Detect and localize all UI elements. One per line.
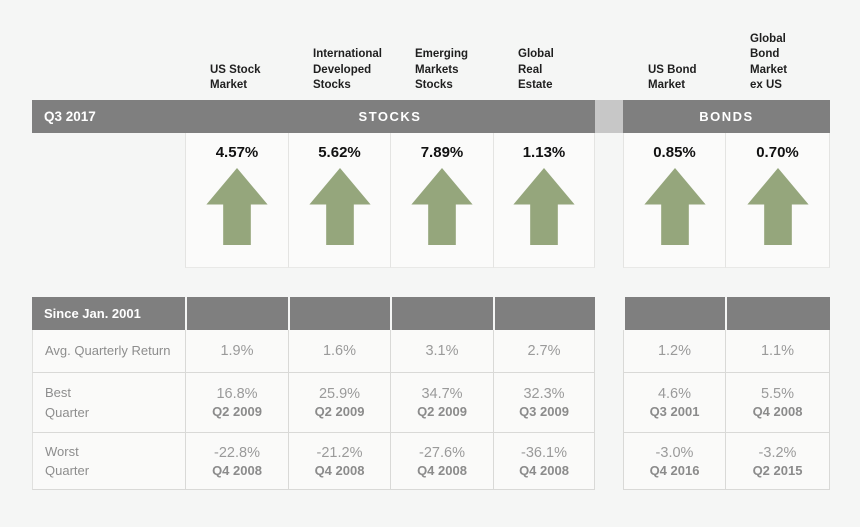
column-headers: US Stock Market International Developed … (32, 0, 830, 100)
cell-value: -21.2% (316, 444, 363, 461)
cell-value: 32.3% (523, 386, 565, 402)
table-row-best-quarter: Best Quarter 16.8% Q2 2009 25.9% Q2 2009… (32, 372, 830, 432)
cell-value: -3.2% (758, 444, 797, 461)
history-band-segment (725, 297, 830, 330)
band-divider (595, 100, 623, 133)
cell-quarter: Q2 2009 (314, 404, 365, 419)
table-cell: 1.9% (185, 330, 288, 372)
table-row-worst-quarter: Worst Quarter -22.8% Q4 2008 -21.2% Q4 2… (32, 432, 830, 490)
cell-quarter: Q4 2008 (417, 462, 467, 478)
table-cell: -22.8% Q4 2008 (185, 432, 288, 490)
cell-value: 5.5% (760, 386, 795, 402)
period-group-band: Q3 2017 STOCKS BONDS (32, 100, 830, 133)
stocks-group-label: STOCKS (358, 109, 422, 124)
table-cell: 16.8% Q2 2009 (185, 372, 288, 432)
cell-value: 1.6% (322, 343, 357, 359)
table-cell: 3.1% (390, 330, 493, 372)
up-arrow-icon (643, 168, 706, 245)
table-cell: 5.5% Q4 2008 (725, 372, 830, 432)
history-band: Since Jan. 2001 (32, 297, 830, 330)
quarterly-returns-row: 4.57% 5.62% 7.89% 1.13% 0.85% 0.70% (32, 133, 830, 268)
return-value: 0.85% (653, 144, 696, 161)
column-header-global-bond-market-ex-us: Global Bond Market ex US (750, 33, 788, 91)
history-band-segment (623, 297, 725, 330)
cell-value: -22.8% (214, 444, 260, 461)
cell-value: 25.9% (318, 386, 361, 402)
return-value: 7.89% (420, 144, 464, 161)
cell-value: 1.2% (657, 343, 692, 359)
table-cell: 34.7% Q2 2009 (390, 372, 493, 432)
return-cell-global-bond-market-ex-us: 0.70% (725, 133, 830, 268)
cell-quarter: Q3 2009 (519, 404, 569, 419)
stocks-band: Q3 2017 STOCKS (32, 100, 595, 133)
table-row-avg-quarterly-return: Avg. Quarterly Return 1.9% 1.6% 3.1% 2.7… (32, 330, 830, 372)
history-band-label: Since Jan. 2001 (32, 297, 185, 330)
table-cell: 1.1% (725, 330, 830, 372)
cell-quarter: Q4 2008 (314, 462, 365, 478)
table-cell: 1.6% (288, 330, 390, 372)
summary-board: US Stock Market International Developed … (32, 0, 830, 490)
return-cell-us-stock-market: 4.57% (185, 133, 288, 268)
column-header-global-real-estate: Global Real Estate (518, 48, 554, 91)
table-cell: 1.2% (623, 330, 725, 372)
cell-quarter: Q2 2009 (417, 404, 467, 419)
cell-quarter: Q2 2009 (212, 404, 262, 419)
table-cell: -27.6% Q4 2008 (390, 432, 493, 490)
column-header-international-developed-stocks: International Developed Stocks (313, 48, 383, 91)
up-arrow-icon (513, 168, 575, 245)
column-header-us-bond-market: US Bond Market (648, 63, 697, 91)
cell-quarter: Q4 2008 (212, 462, 262, 478)
cell-value: 2.7% (527, 343, 561, 359)
return-cell-global-real-estate: 1.13% (493, 133, 595, 268)
return-value: 4.57% (215, 144, 259, 161)
cell-quarter: Q3 2001 (649, 404, 700, 419)
cell-quarter: Q2 2015 (752, 462, 803, 478)
column-header-us-stock-market: US Stock Market (210, 63, 261, 91)
table-cell: -3.0% Q4 2016 (623, 432, 725, 490)
up-arrow-icon (746, 168, 809, 245)
history-band-segment (185, 297, 288, 330)
cell-value: -36.1% (521, 444, 567, 461)
cell-value: 1.9% (220, 343, 254, 359)
table-cell: -3.2% Q2 2015 (725, 432, 830, 490)
column-header-emerging-markets-stocks: Emerging Markets Stocks (415, 48, 469, 91)
return-value: 1.13% (522, 144, 566, 161)
row-label: Best Quarter (32, 372, 185, 432)
cell-quarter: Q4 2016 (649, 462, 700, 478)
section-spacer (32, 268, 830, 297)
row-label: Worst Quarter (32, 432, 185, 490)
return-cell-emerging-markets-stocks: 7.89% (390, 133, 493, 268)
up-arrow-icon (308, 168, 371, 245)
history-band-segment (493, 297, 595, 330)
return-cell-us-bond-market: 0.85% (623, 133, 725, 268)
up-arrow-icon (206, 168, 268, 245)
table-cell: 4.6% Q3 2001 (623, 372, 725, 432)
cell-value: 1.1% (760, 343, 795, 359)
cell-value: 16.8% (216, 386, 258, 402)
cell-quarter: Q4 2008 (752, 404, 803, 419)
table-cell: -36.1% Q4 2008 (493, 432, 595, 490)
return-value: 5.62% (318, 144, 361, 161)
return-value: 0.70% (756, 144, 799, 161)
cell-quarter: Q4 2008 (519, 462, 569, 478)
cell-value: -3.0% (655, 444, 694, 461)
up-arrow-icon (411, 168, 473, 245)
return-cell-international-developed-stocks: 5.62% (288, 133, 390, 268)
history-band-segment (390, 297, 493, 330)
period-label: Q3 2017 (44, 109, 96, 124)
bonds-group-label: BONDS (623, 100, 830, 133)
cell-value: 3.1% (425, 343, 459, 359)
table-cell: 25.9% Q2 2009 (288, 372, 390, 432)
cell-value: 34.7% (421, 386, 463, 402)
row-label: Avg. Quarterly Return (32, 330, 185, 372)
cell-value: -27.6% (419, 444, 465, 461)
cell-value: 4.6% (657, 386, 692, 402)
table-cell: 2.7% (493, 330, 595, 372)
table-cell: 32.3% Q3 2009 (493, 372, 595, 432)
table-cell: -21.2% Q4 2008 (288, 432, 390, 490)
history-band-segment (288, 297, 390, 330)
